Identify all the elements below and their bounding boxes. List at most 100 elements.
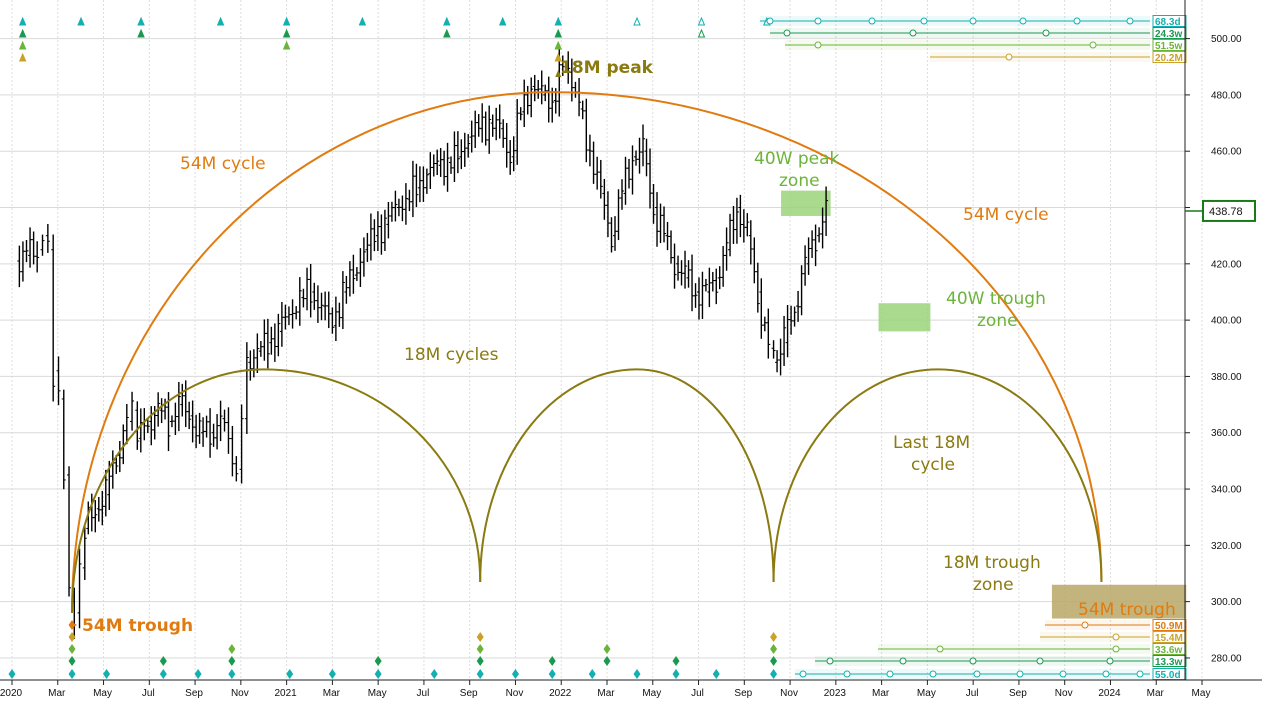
x-tick-label: 2021 [274,688,297,699]
cycle-marker-triangle [18,28,27,38]
cycle-marker-triangle [18,40,27,50]
cycle-marker-diamond [328,669,336,679]
annotation-label: zone [779,171,820,191]
cycle-marker-diamond [103,669,111,679]
cycle-markers [8,16,778,679]
y-tick-label: 400.00 [1211,316,1242,327]
projection-circle [973,670,981,678]
annotation-label: 54M trough [1078,600,1176,620]
cycle-marker-diamond [374,669,382,679]
cycle-marker-diamond [159,656,167,666]
annotation-label: 18M cycles [404,345,499,365]
cycle-length-label: 51.5w [1155,41,1182,52]
projection-circle [1106,657,1114,665]
cycle-marker-triangle [282,40,291,50]
projection-circle [929,670,937,678]
projection-circle [799,670,807,678]
cycle-marker-diamond [286,669,294,679]
annotation-label: 54M cycle [963,205,1049,225]
cycle-marker-triangle [137,28,145,38]
cycle-marker-diamond [8,669,16,679]
cycle-marker-triangle [697,28,706,38]
projection-circle [1112,645,1120,653]
cycle-marker-diamond [672,656,680,666]
x-tick-label: Nov [780,688,798,699]
x-tick-label: Nov [506,688,524,699]
gridlines [0,0,1203,680]
cycle-marker-triangle [554,40,562,50]
annotation-label: zone [977,311,1018,331]
y-tick-label: 320.00 [1211,541,1242,552]
cycle-marker-diamond [712,669,720,679]
y-tick-label: 380.00 [1211,372,1242,383]
projection-circle [920,17,928,25]
cycle-marker-diamond [511,669,519,679]
cycle-marker-triangle [282,16,291,26]
annotation-label: zone [973,575,1014,595]
projection-circle [826,657,834,665]
cycle-marker-diamond [476,656,484,666]
projection-circle [969,657,977,665]
cycle-marker-triangle [358,16,367,26]
cycle-marker-diamond [159,669,167,679]
y-tick-label: 280.00 [1211,653,1242,664]
cycle-marker-diamond [588,669,596,679]
cycle-length-label: 68.3d [1155,17,1181,28]
cycle-length-label: 20.2M [1155,53,1183,64]
projection-circle [843,670,851,678]
y-tick-label: 340.00 [1211,485,1242,496]
projection-circle [1112,633,1120,641]
projection-circle [1102,670,1110,678]
projection-circle [886,670,894,678]
y-tick-label: 300.00 [1211,597,1242,608]
x-tick-label: Sep [460,688,478,699]
projection-circle [1019,17,1027,25]
x-tick-label: May [1192,688,1211,699]
y-tick-label: 480.00 [1211,90,1242,101]
cycle-marker-triangle [554,52,562,62]
cycle-marker-triangle [216,16,225,26]
cycle-arc [772,368,1103,582]
annotation-label: 18M peak [560,58,654,78]
x-tick-label: 2023 [824,688,847,699]
projection-circle [969,17,977,25]
x-tick-label: Sep [734,688,752,699]
x-tick-label: Mar [323,688,341,699]
annotation-label: 54M cycle [180,154,266,174]
projection-circle [899,657,907,665]
cycle-length-box [1152,15,1187,27]
annotation-label: 18M trough [943,553,1041,573]
cycle-marker-triangle [77,16,85,26]
projection-circle [1059,670,1067,678]
annotation-label: 40W peak [754,149,840,169]
cycle-marker-diamond [228,644,236,654]
cycle-marker-triangle [555,70,562,77]
cycle-marker-diamond [68,656,76,666]
last-price-label: 438.78 [1209,206,1243,218]
cycle-marker-triangle [443,16,451,26]
projection-circle [1042,29,1050,37]
cycle-marker-diamond [68,644,76,654]
cycle-marker-diamond [770,632,778,642]
cycle-length-box [1152,655,1187,667]
cycle-marker-diamond [603,644,611,654]
cycle-marker-triangle [554,28,562,38]
x-tick-label: Sep [1009,688,1027,699]
y-tick-label: 500.00 [1211,34,1242,45]
cycle-marker-diamond [476,669,484,679]
x-tick-label: May [368,688,387,699]
projection-circle [783,29,791,37]
cycle-arcs [71,91,1103,613]
projection-circle [868,17,876,25]
projection-circle [1036,657,1044,665]
y-tick-label: 420.00 [1211,259,1242,270]
cycle-length-box [1152,39,1187,51]
annotation-label: 54M trough [82,616,193,636]
x-tick-label: 2022 [549,688,572,699]
zone-rect [1051,584,1187,619]
y-tick-label: 460.00 [1211,147,1242,158]
annotation-label: cycle [911,455,955,475]
cycle-arc [71,91,1103,613]
x-tick-label: Jul [417,688,430,699]
